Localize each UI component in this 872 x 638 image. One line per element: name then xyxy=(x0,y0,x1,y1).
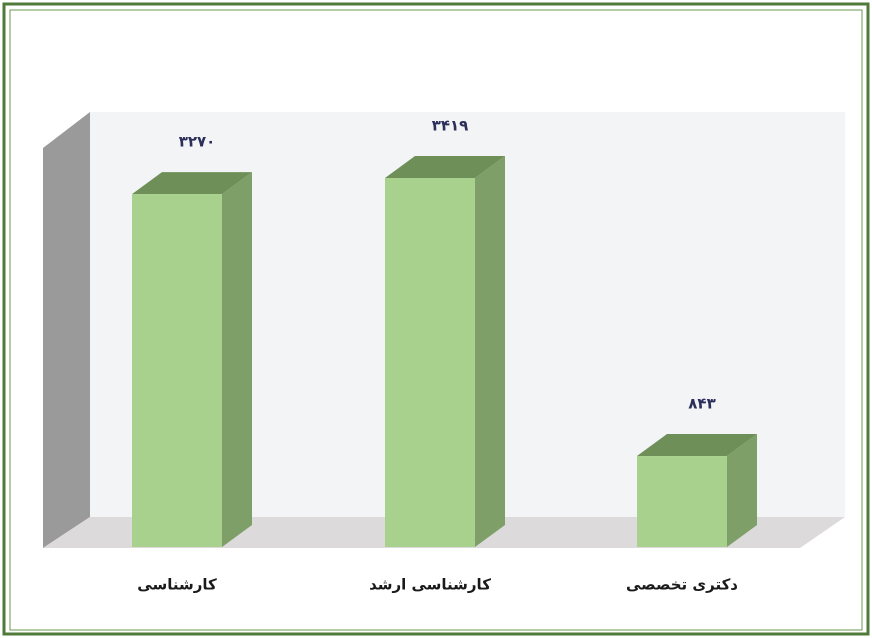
bar xyxy=(385,178,475,547)
value-label: ۳۴۱۹ xyxy=(432,117,469,135)
bar-side xyxy=(222,172,252,547)
bar-side xyxy=(475,156,505,547)
bar-top xyxy=(132,172,252,195)
x-tick-label: دکتری تخصصی xyxy=(626,576,738,594)
value-label: ۳۲۷۰ xyxy=(179,133,216,151)
bar xyxy=(637,456,727,547)
frame-inner xyxy=(9,9,863,631)
value-label: ۸۴۳ xyxy=(688,395,715,413)
x-tick-label: کارشناسی xyxy=(137,576,217,594)
side-wall xyxy=(43,112,90,548)
x-tick-label: کارشناسی ارشد xyxy=(369,576,491,594)
bar-top xyxy=(385,156,505,178)
bar xyxy=(132,194,222,547)
bar-top xyxy=(637,434,757,457)
bar-side xyxy=(727,434,757,547)
